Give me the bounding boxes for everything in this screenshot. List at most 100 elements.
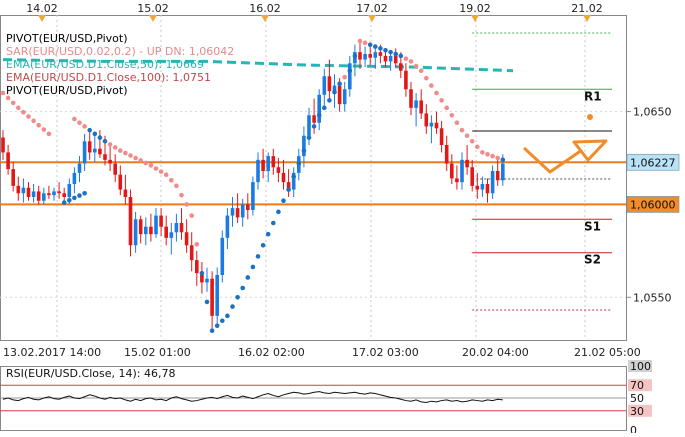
candle-body [383,55,388,62]
rsi-tick-box [628,360,652,372]
candle-body [82,141,87,164]
sar-dot [362,40,368,46]
sar-dot [383,47,388,53]
sar-dot [225,313,230,319]
sar-dot [15,105,21,111]
price-tag-box [626,153,680,171]
candle-body [429,122,434,127]
rsi-tick-box [628,379,652,392]
annotation-layer [522,114,608,174]
candle-body [6,152,10,170]
top-date-label: 21.02 [571,2,603,15]
candle-body [317,94,321,123]
sar-dot [255,254,261,259]
sar-dot [490,153,495,159]
candle-body [399,63,403,71]
sar-dot [260,242,266,248]
indicator-label: SAR(EUR/USD,0.02,0.2) - UP DN: 1,06042 [6,45,234,58]
candle-body [215,275,219,316]
rsi-label: RSI(EUR/USD.Close, 14): 46,78 [6,367,175,380]
sar-dot [153,166,159,171]
candle-body [72,172,77,184]
candle-body [133,219,138,246]
top-date-label: 16.02 [249,2,281,15]
candle-body [230,208,235,216]
candle-body [21,187,26,194]
sar-dot [10,100,16,106]
candle-body [246,204,250,210]
sar-dot [286,187,291,192]
candle-body [322,76,327,95]
sar-dot [429,83,434,88]
candle-body [144,226,148,235]
sar-dot [388,49,393,55]
candle-body [98,148,102,155]
candle-body [47,193,51,196]
bottom-date-label: 21.02 05:00 [574,346,641,359]
sar-dot [398,53,404,59]
candle-body [419,100,423,114]
candle-body [291,172,296,190]
rsi-tick-label: 50 [630,392,644,405]
candle-body [465,159,469,168]
candle-body [256,159,260,183]
sar-dot [352,53,358,59]
indicator-label: EMA(EUR/USD.D1.Close,50): 1,0669 [6,58,204,71]
sar-dot [118,148,123,153]
bottom-date-label: 16.02 02:00 [238,346,305,359]
sar-dot [148,163,154,168]
candle-body [123,189,128,197]
sar-dot [77,120,82,126]
sar-dot [21,109,26,115]
rsi-tick-label: 70 [630,379,644,392]
candle-body [159,215,163,227]
sar-dot [214,323,220,329]
candle-body [103,154,107,160]
candle-body [404,70,408,90]
candle-body [93,148,97,153]
candle-body [154,215,158,235]
candle-body [480,184,485,190]
pivot-level-label: S2 [584,253,601,267]
price-tag-label: 1,06227 [630,156,676,169]
price-tag-box [626,196,680,213]
sar-dot [5,95,11,101]
sar-dot [281,198,286,204]
top-date-marker [368,15,376,22]
candle-body [225,215,230,238]
candle-body [490,171,495,194]
y-tick-label: 1,0650 [633,106,672,119]
candle-body [388,55,393,62]
sar-dot [337,81,342,87]
sar-dot [469,138,475,144]
sar-dot [61,200,67,205]
candle-body [327,76,332,92]
sar-dot [357,38,363,44]
rsi-line [2,391,503,403]
candle-body [495,171,500,181]
candle-body [1,137,5,153]
y-tick-label: 1,0550 [633,291,672,304]
candle-body [31,191,36,197]
sar-dot [454,120,460,126]
sar-dot [485,151,490,157]
sar-dot [449,112,455,118]
candle-body [266,156,270,171]
sar-dot [46,131,52,137]
candle-body [307,115,311,136]
sar-dot [316,112,322,118]
bottom-date-label: 20.02 04:00 [462,346,529,359]
candle-body [251,182,255,210]
candle-body [36,191,41,201]
price-tag-label: 1,06000 [630,198,676,211]
candle-body [501,163,505,181]
projection-target-dot [587,114,593,120]
sar-dot [112,145,118,150]
main-plot-frame [0,15,627,341]
candle-body [220,237,225,275]
candle-body [424,113,429,127]
candle-body [414,100,418,108]
sar-dot [133,155,138,161]
rsi-tick-label: 30 [630,405,644,418]
